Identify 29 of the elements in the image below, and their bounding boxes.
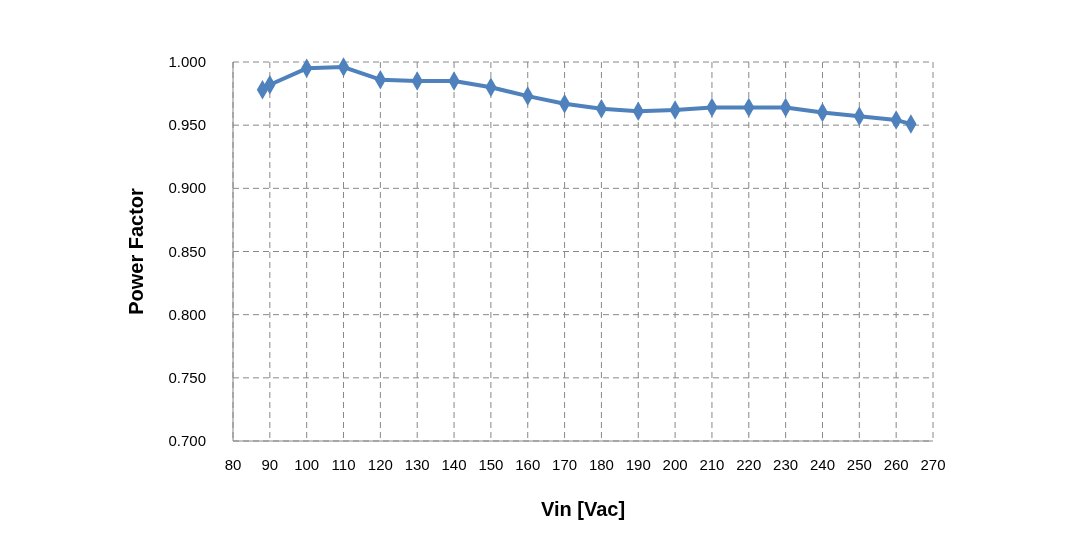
x-tick-label: 270 <box>920 456 946 473</box>
x-tick-label: 210 <box>699 456 725 473</box>
x-axis-title: Vin [Vac] <box>540 498 626 520</box>
x-tick-label: 170 <box>552 456 578 473</box>
y-tick-label: 1.000 <box>168 53 206 70</box>
x-tick-label: 200 <box>662 456 688 473</box>
x-tick-label: 120 <box>367 456 393 473</box>
y-tick-label: 0.800 <box>168 305 206 323</box>
y-tick-label: 0.900 <box>168 179 206 197</box>
y-tick-label: 0.950 <box>168 116 206 134</box>
x-tick-label: 160 <box>515 456 541 473</box>
x-tick-label: 230 <box>773 456 799 473</box>
y-axis-title: Power Factor <box>125 187 147 315</box>
x-tick-label: 130 <box>404 456 430 473</box>
y-tick-label: 0.850 <box>168 242 206 260</box>
x-tick-label: 220 <box>736 456 762 473</box>
y-tick-label: 0.750 <box>168 368 206 386</box>
x-tick-label: 260 <box>883 456 909 473</box>
x-tick-label: 180 <box>588 456 614 473</box>
x-tick-label: 190 <box>625 456 651 473</box>
y-tick-label: 0.700 <box>168 432 206 449</box>
x-tick-label: 110 <box>331 456 356 473</box>
x-tick-label: 250 <box>846 456 872 473</box>
x-tick-label: 150 <box>478 456 504 473</box>
x-tick-label: 80 <box>224 456 242 473</box>
x-tick-label: 240 <box>809 456 835 473</box>
x-tick-label: 100 <box>294 456 320 473</box>
x-tick-label: 90 <box>261 456 279 473</box>
x-tick-label: 140 <box>441 456 467 473</box>
